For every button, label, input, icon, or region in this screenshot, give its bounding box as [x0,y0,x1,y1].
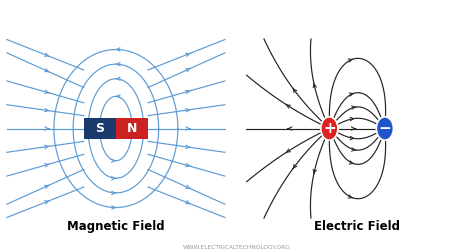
Text: Magnetic Field vs.  Electric Field: Magnetic Field vs. Electric Field [72,11,401,28]
Text: S: S [96,122,105,135]
Text: Magnetic Field: Magnetic Field [67,220,165,233]
Bar [116,118,148,139]
Text: Electric Field: Electric Field [314,220,400,233]
Circle shape [321,117,338,140]
Bar [84,118,116,139]
Text: N: N [127,122,137,135]
Circle shape [377,117,394,140]
Text: +: + [323,121,336,136]
Text: WWW.ELECTRICALTECHNOLOGY.ORG: WWW.ELECTRICALTECHNOLOGY.ORG [183,245,290,250]
Text: −: − [378,121,391,136]
